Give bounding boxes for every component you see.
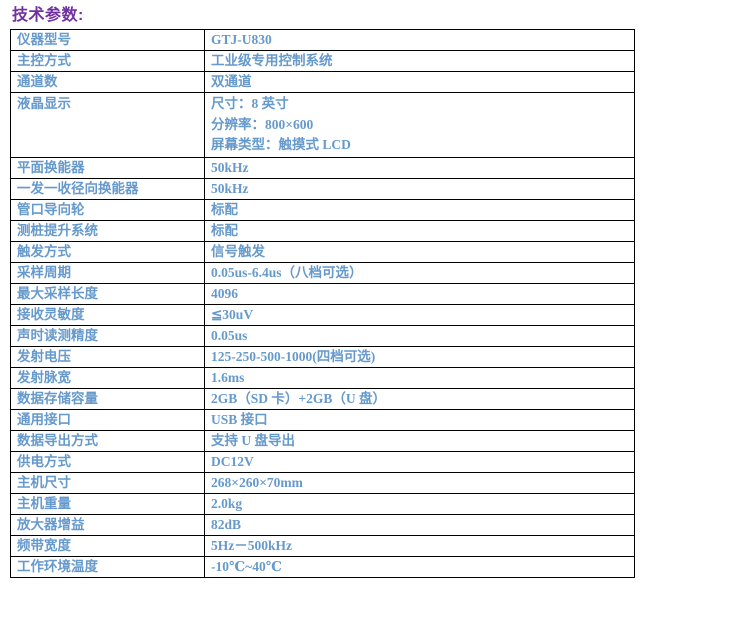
- spec-label-cell: 测桩提升系统: [10, 219, 205, 242]
- table-row: 供电方式 DC12V: [10, 450, 635, 473]
- spec-label-cell: 管口导向轮: [10, 198, 205, 221]
- spec-value-cell: 信号触发: [204, 240, 635, 263]
- spec-value-cell: -10℃~40℃: [204, 555, 635, 578]
- table-row: 管口导向轮 标配: [10, 198, 635, 221]
- spec-label-cell: 发射电压: [10, 345, 205, 368]
- spec-value-cell: 125-250-500-1000(四档可选): [204, 345, 635, 368]
- table-row: 接收灵敏度 ≦30uV: [10, 303, 635, 326]
- spec-value-cell: 82dB: [204, 513, 635, 536]
- spec-label-cell: 液晶显示: [10, 92, 205, 158]
- table-row: 数据存储容量 2GB（SD 卡）+2GB（U 盘）: [10, 387, 635, 410]
- spec-value-cell: GTJ-U830: [204, 29, 635, 51]
- spec-value-cell: 0.05us: [204, 324, 635, 347]
- spec-label-cell: 数据导出方式: [10, 429, 205, 452]
- technical-parameters-table: 仪器型号 GTJ-U830 主控方式 工业级专用控制系统 通道数 双通道 液晶显示 尺寸：8 …: [10, 29, 635, 578]
- spec-label-cell: 工作环境温度: [10, 555, 205, 578]
- page-title: 技术参数:: [12, 7, 84, 24]
- spec-value-cell: 标配: [204, 198, 635, 221]
- spec-value-cell: 4096: [204, 282, 635, 305]
- spec-value-cell: USB 接口: [204, 408, 635, 431]
- spec-value-cell: 0.05us-6.4us（八档可选）: [204, 261, 635, 284]
- spec-value-cell: 2GB（SD 卡）+2GB（U 盘）: [204, 387, 635, 410]
- spec-label-cell: 声时读测精度: [10, 324, 205, 347]
- table-row: 触发方式 信号触发: [10, 240, 635, 263]
- table-row: 主机重量 2.0kg: [10, 492, 635, 515]
- spec-value-cell: 5Hz－500kHz: [204, 534, 635, 557]
- spec-value-line: 分辨率：800×600: [211, 116, 314, 132]
- table-body: 仪器型号 GTJ-U830 主控方式 工业级专用控制系统 通道数 双通道 液晶显示 尺寸：8 …: [10, 29, 635, 578]
- spec-value-cell: 工业级专用控制系统: [204, 50, 635, 72]
- table-row: 一发一收径向换能器 50kHz: [10, 177, 635, 200]
- table-row: 通道数 双通道: [10, 71, 635, 93]
- spec-value-cell: 标配: [204, 219, 635, 242]
- table-row: 采样周期 0.05us-6.4us（八档可选）: [10, 261, 635, 284]
- spec-value-cell: 50kHz: [204, 177, 635, 200]
- table-row: 最大采样长度 4096: [10, 282, 635, 305]
- table-row: 测桩提升系统 标配: [10, 219, 635, 242]
- spec-value-line: 尺寸：8 英寸: [211, 96, 289, 111]
- spec-label-cell: 仪器型号: [10, 29, 205, 51]
- spec-value-cell: 1.6ms: [204, 366, 635, 389]
- spec-label-cell: 供电方式: [10, 450, 205, 473]
- spec-label-cell: 采样周期: [10, 261, 205, 284]
- spec-value-cell: 双通道: [204, 71, 635, 93]
- table-row: 液晶显示 尺寸：8 英寸分辨率：800×600 屏幕类型：触摸式 LCD: [10, 92, 635, 158]
- spec-label-cell: 频带宽度: [10, 534, 205, 557]
- table-row: 频带宽度 5Hz－500kHz: [10, 534, 635, 557]
- spec-value-cell: 50kHz: [204, 156, 635, 179]
- spec-label-cell: 通用接口: [10, 408, 205, 431]
- table-row: 声时读测精度 0.05us: [10, 324, 635, 347]
- spec-label-cell: 最大采样长度: [10, 282, 205, 305]
- spec-label-cell: 放大器增益: [10, 513, 205, 536]
- spec-value-cell: ≦30uV: [204, 303, 635, 326]
- spec-value-line: 屏幕类型：触摸式 LCD: [211, 137, 351, 152]
- table-row: 数据导出方式 支持 U 盘导出: [10, 429, 635, 452]
- spec-value-cell: 2.0kg: [204, 492, 635, 515]
- spec-value-cell: 268×260×70mm: [204, 471, 635, 494]
- spec-label-cell: 主控方式: [10, 50, 205, 72]
- spec-value-cell: 支持 U 盘导出: [204, 429, 635, 452]
- spec-value-cell: DC12V: [204, 450, 635, 473]
- table-row: 放大器增益 82dB: [10, 513, 635, 536]
- spec-label-cell: 发射脉宽: [10, 366, 205, 389]
- spec-label-cell: 接收灵敏度: [10, 303, 205, 326]
- spec-label-cell: 数据存储容量: [10, 387, 205, 410]
- table-row: 发射电压 125-250-500-1000(四档可选): [10, 345, 635, 368]
- table-row: 发射脉宽 1.6ms: [10, 366, 635, 389]
- table-row: 主控方式 工业级专用控制系统: [10, 50, 635, 72]
- spec-label-cell: 平面换能器: [10, 156, 205, 179]
- spec-label-cell: 主机尺寸: [10, 471, 205, 494]
- spec-label-cell: 主机重量: [10, 492, 205, 515]
- table-row: 平面换能器 50kHz: [10, 156, 635, 179]
- spec-label-cell: 通道数: [10, 71, 205, 93]
- spec-value-cell: 尺寸：8 英寸分辨率：800×600 屏幕类型：触摸式 LCD: [204, 92, 635, 158]
- table-row: 仪器型号 GTJ-U830: [10, 29, 635, 51]
- spec-label-cell: 一发一收径向换能器: [10, 177, 205, 200]
- spec-label-cell: 触发方式: [10, 240, 205, 263]
- table-row: 工作环境温度 -10℃~40℃: [10, 555, 635, 578]
- table-row: 主机尺寸 268×260×70mm: [10, 471, 635, 494]
- table-row: 通用接口 USB 接口: [10, 408, 635, 431]
